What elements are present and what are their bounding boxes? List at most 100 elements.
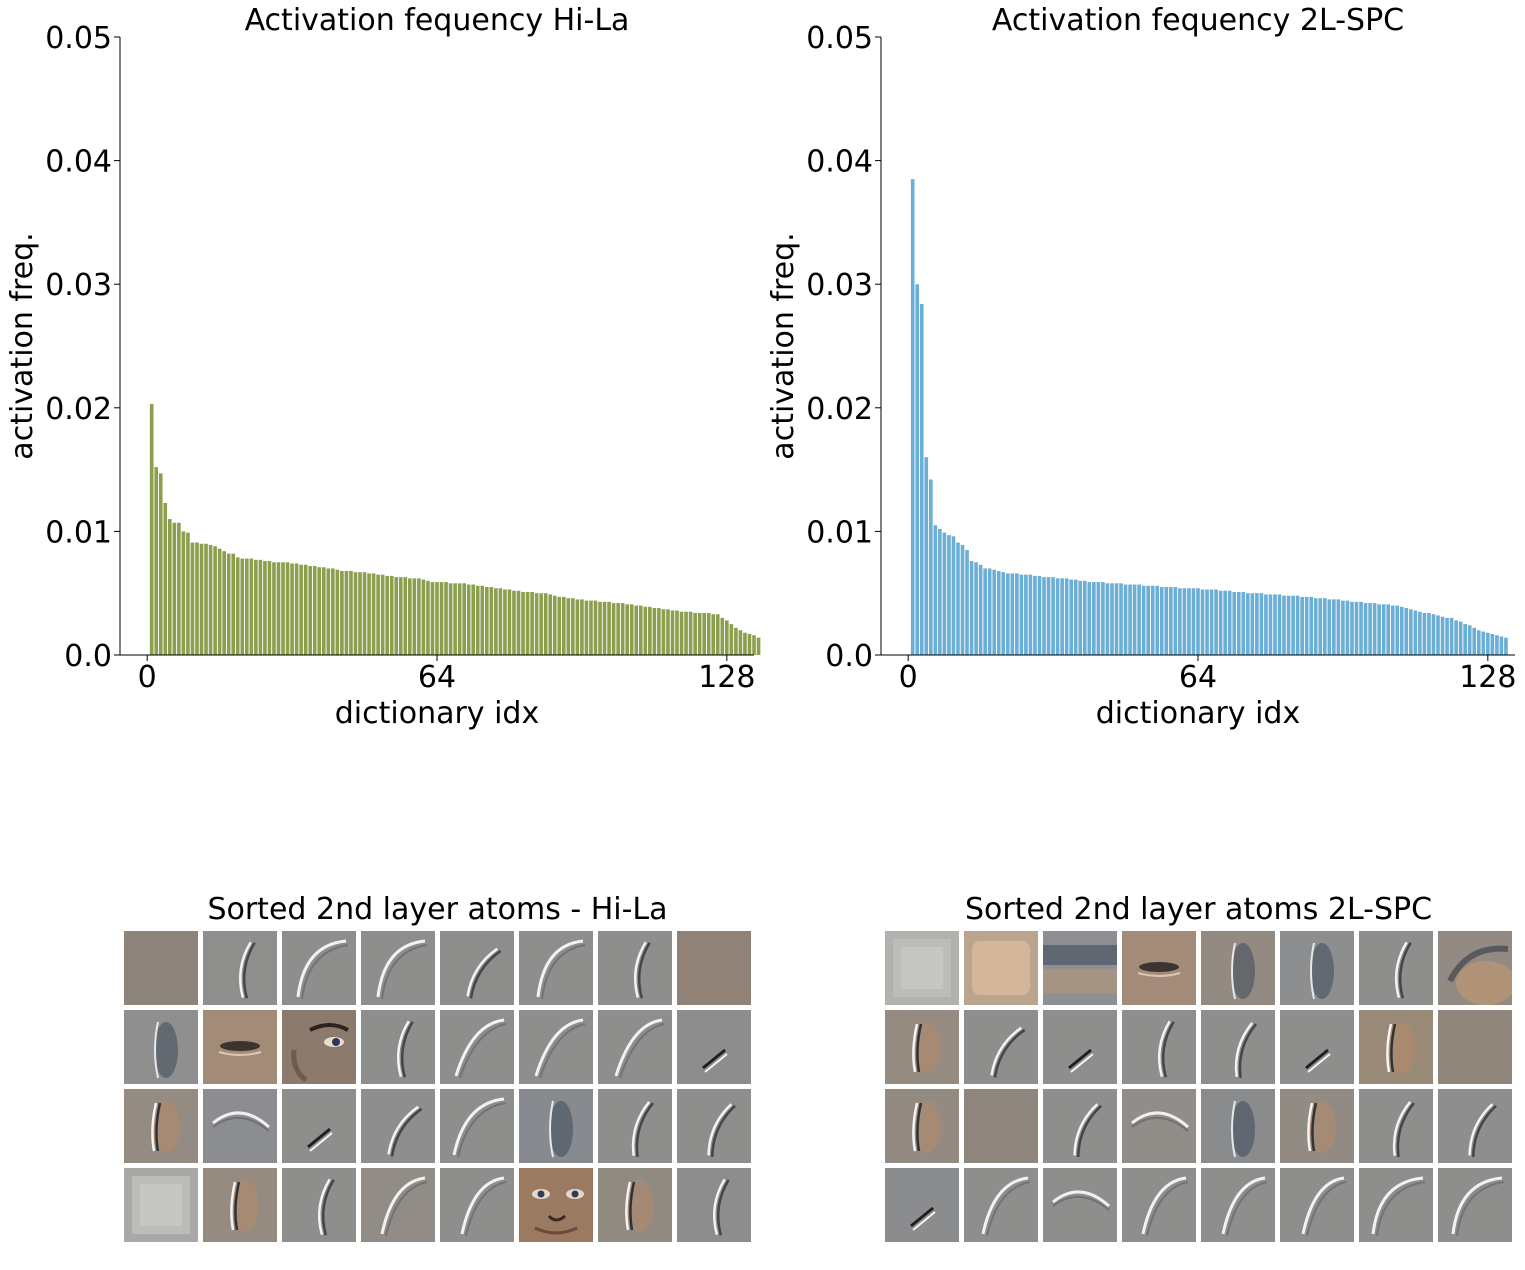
atom-tile <box>1201 1089 1275 1163</box>
y-tick-label: 0.02 <box>45 392 112 427</box>
bar <box>1499 636 1504 655</box>
bar <box>168 519 172 655</box>
bar <box>1467 625 1472 655</box>
bar <box>1028 574 1033 655</box>
bar <box>1368 603 1372 655</box>
bar <box>444 582 448 655</box>
bar <box>661 609 666 655</box>
bar <box>276 562 281 655</box>
atom-tile <box>885 1089 959 1163</box>
bar <box>240 558 245 655</box>
y-tick-label: 0.01 <box>45 515 112 550</box>
bar <box>1445 617 1449 655</box>
bar <box>1033 575 1037 655</box>
bar <box>249 558 254 655</box>
bar <box>466 584 471 655</box>
y-tick-label: 0.0 <box>825 639 873 674</box>
bar <box>480 585 485 655</box>
atom-tile <box>1438 1010 1512 1084</box>
bar <box>254 559 258 655</box>
bar <box>1363 603 1368 655</box>
atom-tile <box>361 931 435 1005</box>
atom-tile <box>677 1089 751 1163</box>
bar <box>217 548 222 655</box>
bar <box>1291 595 1295 655</box>
bar <box>435 582 439 655</box>
bar <box>430 582 435 655</box>
x-axis-label: dictionary idx <box>335 696 539 731</box>
bar <box>263 561 267 655</box>
bar <box>1114 583 1119 655</box>
bar <box>1463 624 1467 655</box>
bar <box>1178 588 1182 655</box>
bar <box>1282 595 1286 655</box>
bar <box>1082 580 1087 655</box>
bar <box>1001 572 1006 655</box>
atom-tile <box>964 1089 1038 1163</box>
bar <box>1472 627 1477 655</box>
bar <box>580 599 584 655</box>
bar <box>1255 593 1259 655</box>
bar <box>1209 589 1214 655</box>
bar <box>1236 591 1241 655</box>
atom-tile <box>203 1168 277 1242</box>
x-axis-ticks: 0 64 128 <box>138 655 755 695</box>
y-tick-label: 0.05 <box>45 21 112 56</box>
bar <box>1313 598 1318 655</box>
bar <box>924 457 929 655</box>
bar <box>1200 589 1205 655</box>
bar <box>729 624 734 655</box>
bar <box>525 591 530 655</box>
atom-tile <box>203 931 277 1005</box>
bar <box>448 583 453 655</box>
bar <box>1481 631 1486 655</box>
bar <box>1404 608 1409 655</box>
atom-tile <box>519 1168 593 1242</box>
atom-tile <box>885 1168 959 1242</box>
atom-tile <box>440 1010 514 1084</box>
bar <box>571 598 575 655</box>
y-axis-label: activation freq. <box>766 232 801 459</box>
bar <box>371 573 376 655</box>
bar <box>1164 587 1169 655</box>
atom-tile <box>282 1010 356 1084</box>
atom-tile <box>598 931 672 1005</box>
bar <box>666 609 670 655</box>
y-tick-label: 0.05 <box>806 21 873 56</box>
atom-tile <box>1122 1010 1196 1084</box>
bar <box>720 617 725 655</box>
bar <box>1078 580 1083 655</box>
bar <box>1087 582 1092 655</box>
bar <box>394 577 399 655</box>
atom-tile <box>440 931 514 1005</box>
bar <box>1010 573 1015 655</box>
x-axis-label: dictionary idx <box>1096 696 1300 731</box>
bar <box>1024 574 1028 655</box>
bar <box>1073 579 1078 655</box>
bar <box>575 599 580 655</box>
y-tick-label: 0.02 <box>806 392 873 427</box>
bar <box>398 577 403 655</box>
atom-tile <box>519 1010 593 1084</box>
bar <box>1169 587 1173 655</box>
bar <box>530 591 534 655</box>
bar <box>1431 614 1436 655</box>
x-tick-label: 128 <box>698 660 755 695</box>
bar <box>1273 594 1277 655</box>
bar <box>539 593 543 655</box>
atom-tile <box>519 1089 593 1163</box>
y-tick-label: 0.0 <box>64 639 112 674</box>
bar <box>1327 599 1332 655</box>
bar <box>1150 585 1155 655</box>
atom-tile <box>1280 1010 1354 1084</box>
bar <box>408 578 412 655</box>
bar <box>960 544 965 655</box>
bar <box>453 583 457 655</box>
bar <box>643 606 648 655</box>
bar <box>358 572 362 655</box>
bar <box>1413 610 1418 655</box>
bar <box>457 583 462 655</box>
atom-tile <box>598 1010 672 1084</box>
chart-2lspc-activation: Activation fequency 2L-SPC 0.00.010.020.… <box>766 3 1516 731</box>
atoms-grid <box>885 931 1512 1242</box>
